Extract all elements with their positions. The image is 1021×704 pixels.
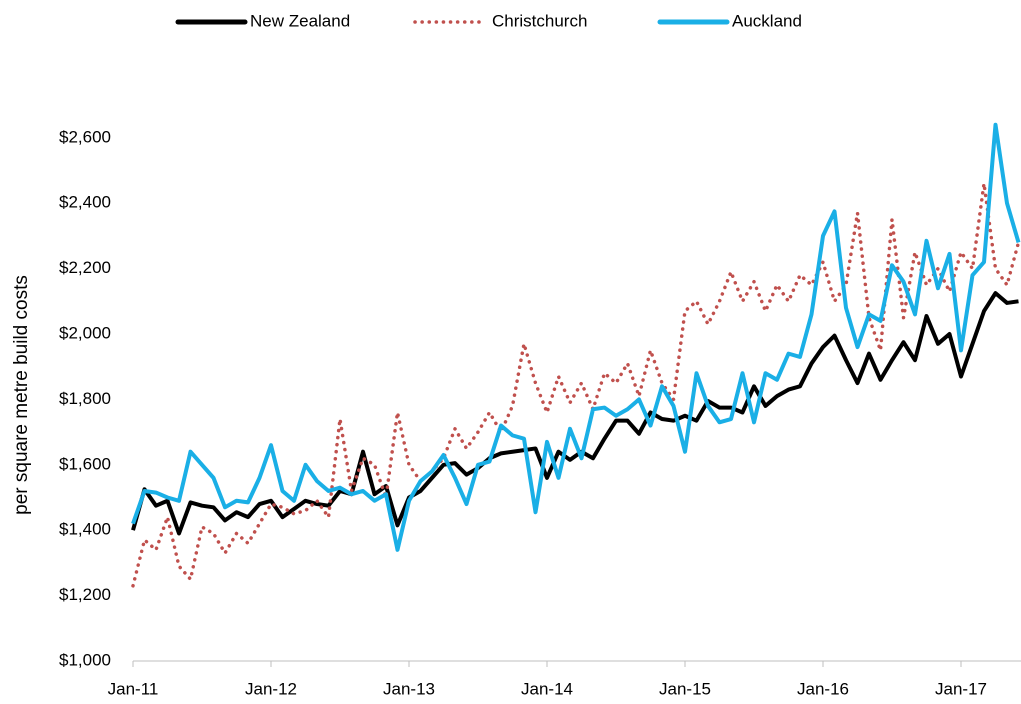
y-tick-label: $2,600: [59, 127, 111, 146]
x-tick-label: Jan-12: [245, 679, 297, 698]
series-line: [131, 122, 1021, 552]
legend-label: Christchurch: [492, 11, 587, 30]
x-tick-label: Jan-13: [383, 679, 435, 698]
y-tick-label: $1,400: [59, 520, 111, 539]
y-tick-label: $1,200: [59, 585, 111, 604]
legend-label: New Zealand: [250, 11, 350, 30]
x-tick-label: Jan-15: [659, 679, 711, 698]
series-line: [131, 181, 1021, 588]
x-tick-label: Jan-14: [521, 679, 573, 698]
y-tick-label: $2,200: [59, 258, 111, 277]
y-tick-label: $1,000: [59, 650, 111, 669]
x-tick-label: Jan-11: [108, 679, 159, 698]
y-tick-label: $2,400: [59, 193, 111, 212]
x-tick-label: Jan-17: [935, 679, 987, 698]
x-tick-label: Jan-16: [797, 679, 849, 698]
y-axis-label: per square metre build costs: [11, 275, 32, 515]
y-tick-label: $1,600: [59, 454, 111, 473]
legend-label: Auckland: [732, 11, 802, 30]
y-tick-label: $2,000: [59, 323, 111, 342]
series-line: [131, 291, 1019, 536]
y-tick-label: $1,800: [59, 389, 111, 408]
